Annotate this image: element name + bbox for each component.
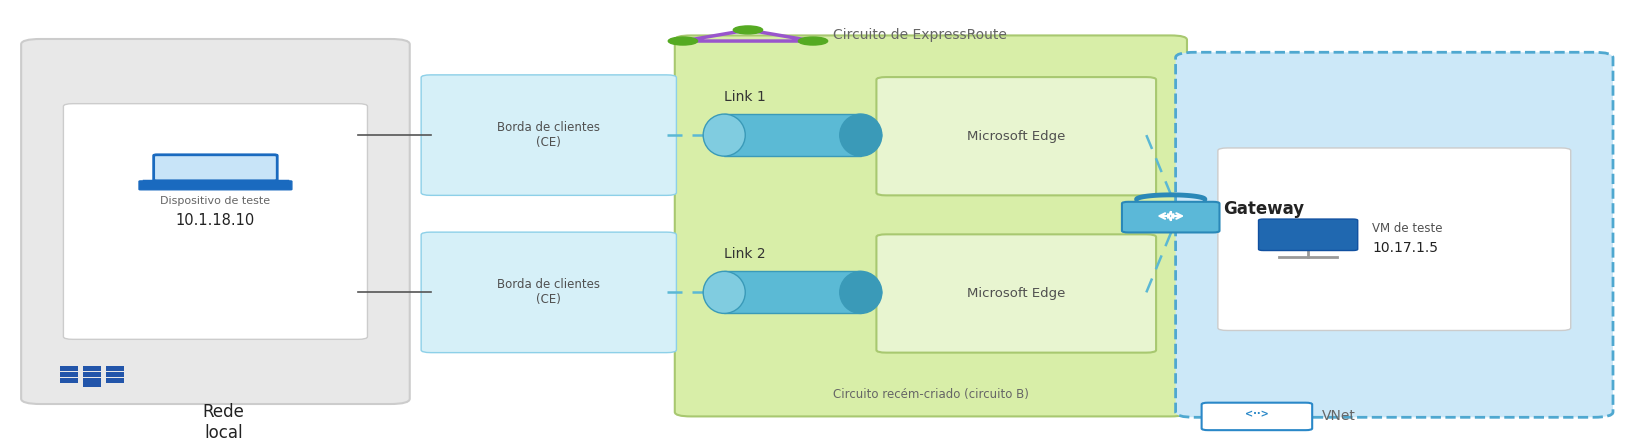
FancyBboxPatch shape (106, 378, 124, 383)
FancyBboxPatch shape (83, 383, 101, 387)
Text: Borda de clientes
(CE): Borda de clientes (CE) (498, 121, 600, 149)
FancyBboxPatch shape (83, 372, 101, 377)
FancyBboxPatch shape (60, 378, 78, 383)
Text: Microsoft Edge: Microsoft Edge (967, 287, 1065, 300)
FancyBboxPatch shape (724, 114, 860, 156)
Text: Rede
local: Rede local (203, 403, 244, 442)
FancyBboxPatch shape (724, 271, 860, 314)
FancyBboxPatch shape (1176, 52, 1613, 417)
FancyBboxPatch shape (106, 372, 124, 377)
Text: Microsoft Edge: Microsoft Edge (967, 130, 1065, 143)
FancyBboxPatch shape (421, 232, 676, 353)
Text: Dispositivo de teste: Dispositivo de teste (161, 195, 270, 206)
FancyBboxPatch shape (675, 35, 1187, 416)
FancyBboxPatch shape (106, 366, 124, 371)
FancyBboxPatch shape (83, 378, 101, 383)
Text: Circuito de ExpressRoute: Circuito de ExpressRoute (833, 28, 1006, 42)
Text: Link 1: Link 1 (724, 90, 766, 104)
FancyBboxPatch shape (83, 366, 101, 371)
FancyBboxPatch shape (1218, 148, 1571, 330)
Text: Borda de clientes
(CE): Borda de clientes (CE) (498, 278, 600, 307)
Text: 10.1.18.10: 10.1.18.10 (176, 213, 255, 228)
FancyBboxPatch shape (140, 181, 293, 190)
Circle shape (668, 37, 698, 45)
FancyBboxPatch shape (60, 372, 78, 377)
Text: <··>: <··> (1246, 409, 1268, 419)
FancyBboxPatch shape (153, 155, 276, 181)
Ellipse shape (839, 271, 881, 314)
Text: VM de teste: VM de teste (1372, 222, 1442, 235)
FancyBboxPatch shape (876, 77, 1156, 195)
Circle shape (798, 37, 828, 45)
FancyBboxPatch shape (1202, 403, 1312, 430)
Ellipse shape (702, 114, 745, 156)
FancyBboxPatch shape (1259, 219, 1358, 251)
FancyBboxPatch shape (876, 234, 1156, 353)
FancyBboxPatch shape (1122, 202, 1220, 233)
Text: VNet: VNet (1322, 409, 1356, 424)
FancyBboxPatch shape (60, 366, 78, 371)
Circle shape (733, 26, 763, 34)
Ellipse shape (839, 114, 881, 156)
Text: Gateway: Gateway (1223, 200, 1304, 218)
Ellipse shape (702, 271, 745, 314)
FancyBboxPatch shape (21, 39, 410, 404)
Text: Circuito recém-criado (circuito B): Circuito recém-criado (circuito B) (833, 388, 1029, 401)
Text: Link 2: Link 2 (724, 247, 766, 261)
FancyBboxPatch shape (421, 75, 676, 195)
FancyBboxPatch shape (63, 104, 367, 339)
Text: 10.17.1.5: 10.17.1.5 (1372, 241, 1439, 255)
